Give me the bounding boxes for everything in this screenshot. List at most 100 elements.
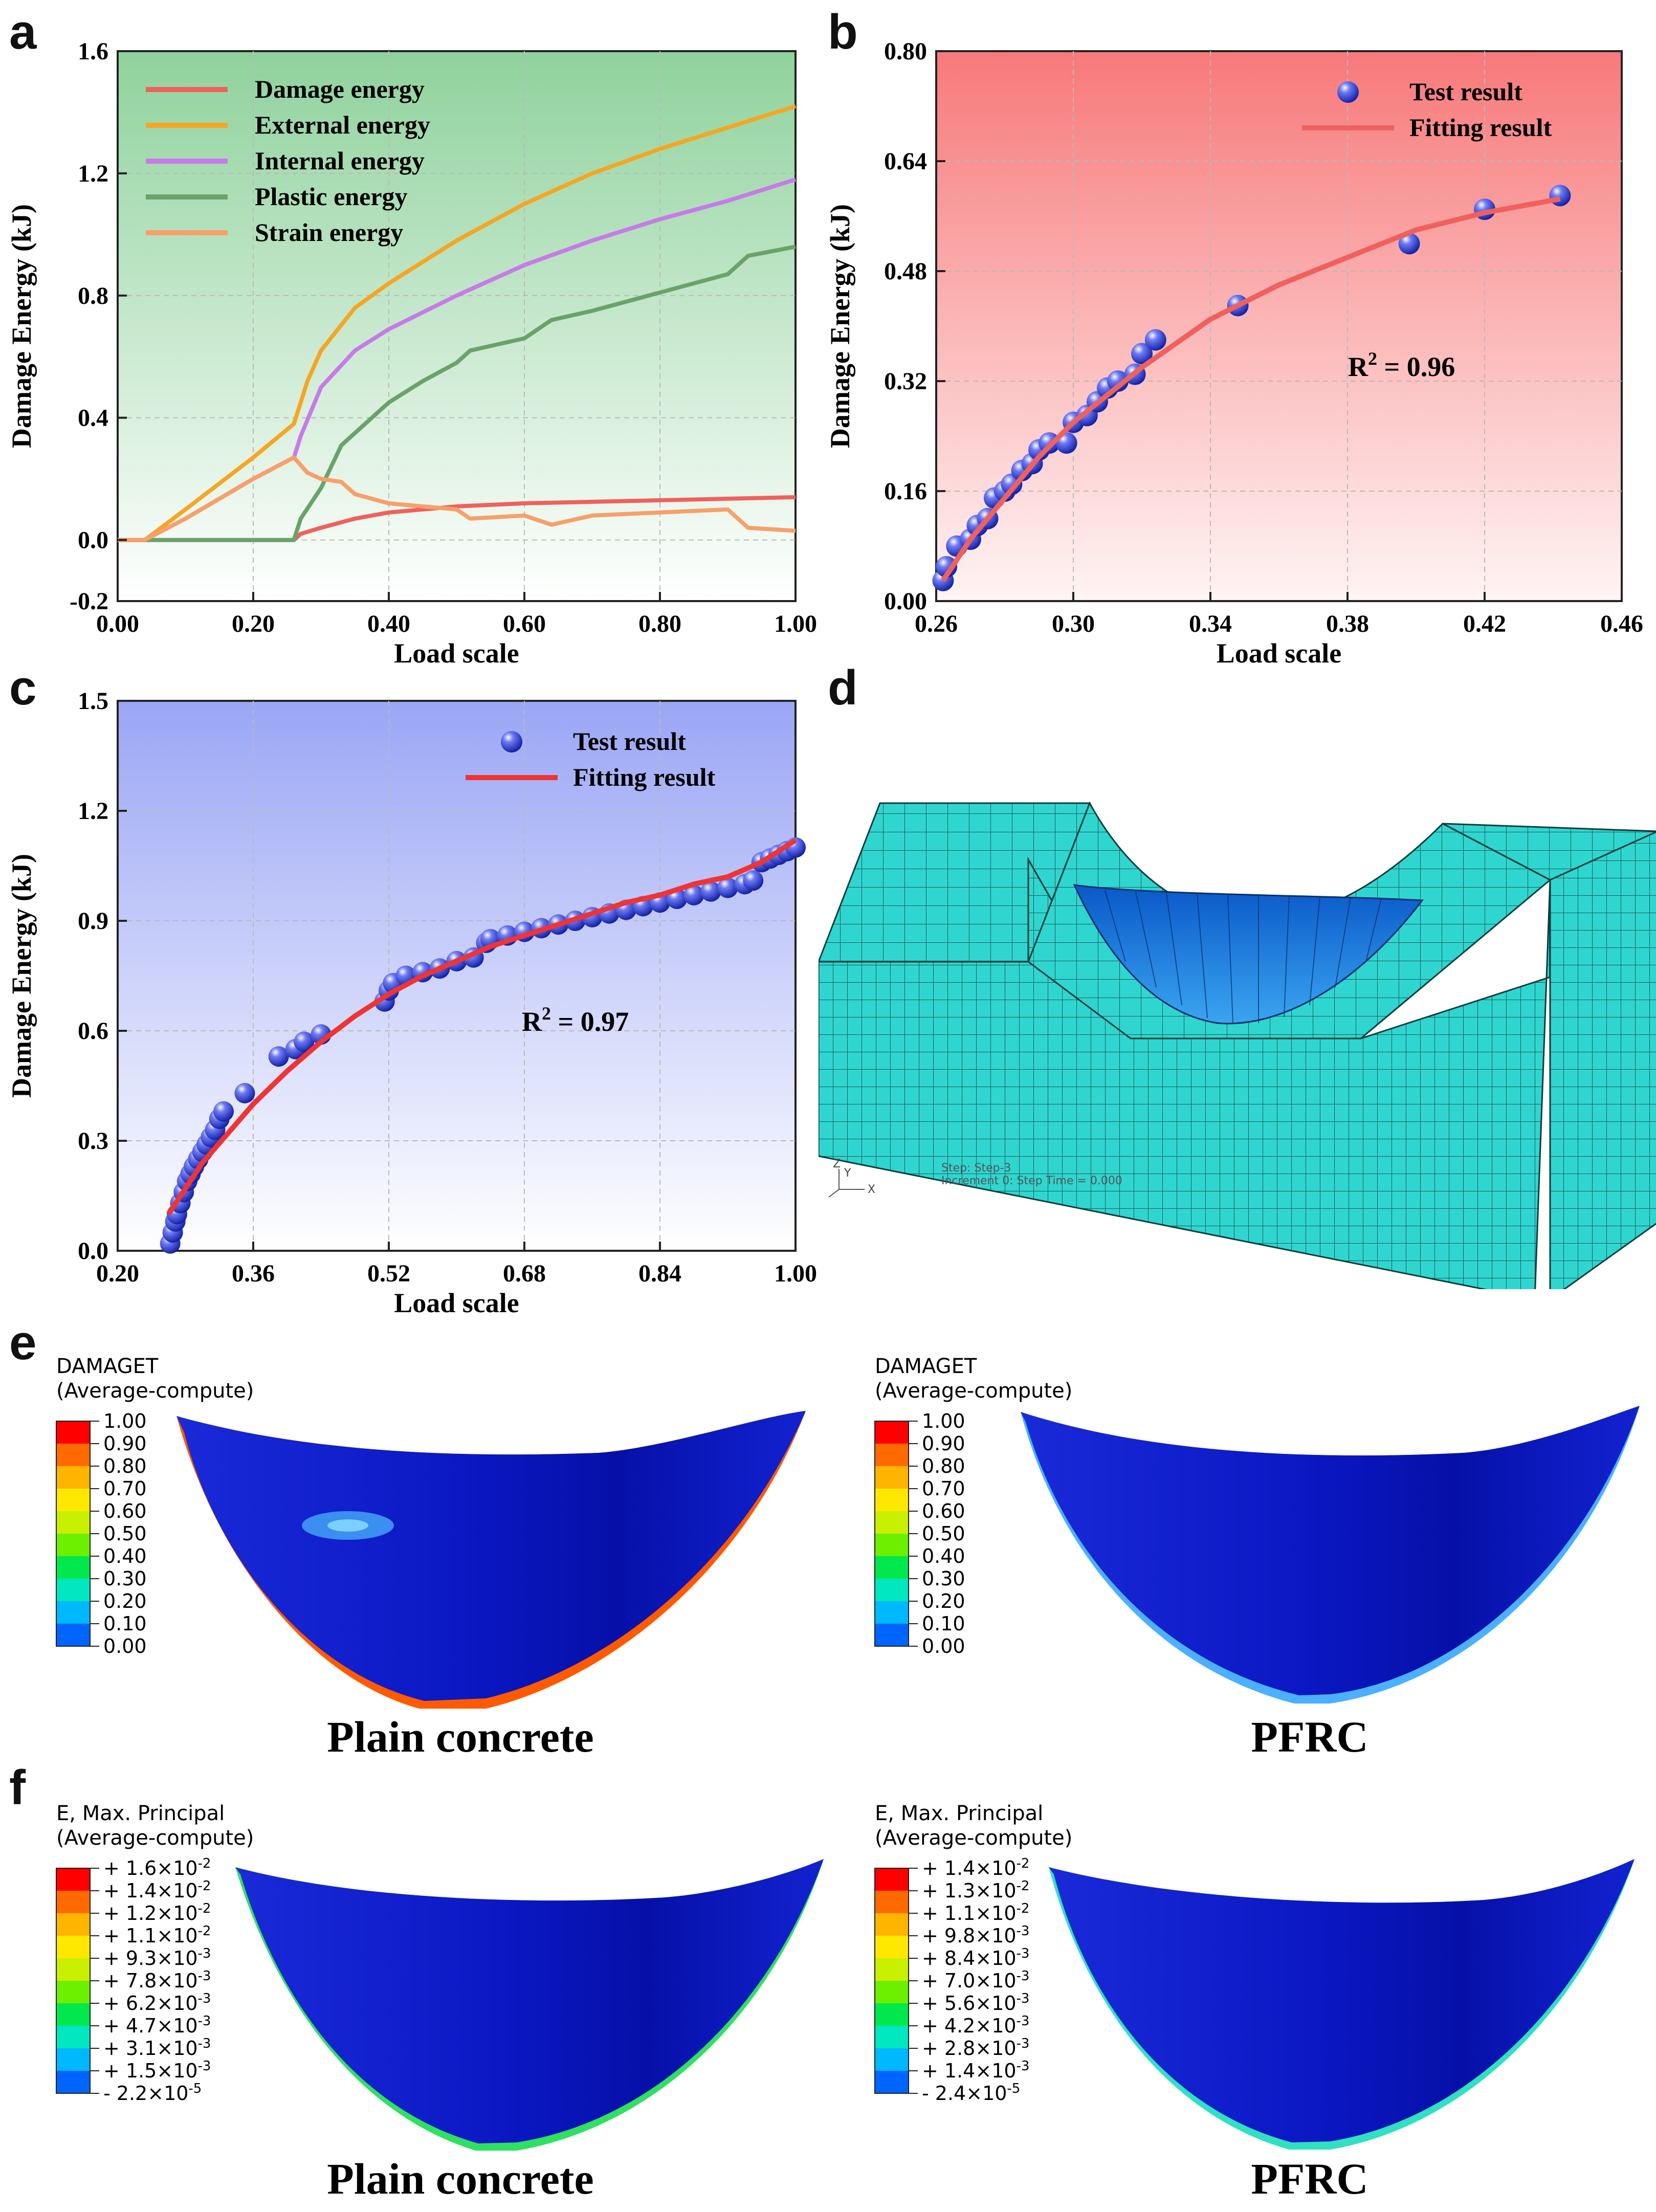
y-axis-label: Damage Energy (kJ) (825, 204, 855, 448)
colorbar-value: 0.90 (922, 1432, 965, 1455)
x-tick-label: 0.36 (232, 1260, 275, 1287)
colorbar-swatch (56, 2048, 90, 2071)
x-tick-label: 0.42 (1463, 610, 1506, 637)
colorbar-value: + 2.8×10-3 (922, 2036, 1029, 2060)
e-left-title-1: DAMAGET (56, 1355, 159, 1378)
colorbar-swatch (875, 1534, 909, 1556)
colorbar-value: 0.20 (103, 1590, 147, 1612)
colorbar-swatch (56, 1624, 90, 1646)
y-tick-label: -0.2 (70, 588, 108, 615)
colorbar-swatch (875, 2003, 909, 2026)
x-tick-label: 0.20 (232, 610, 275, 637)
colorbar-value: + 5.6×10-3 (922, 1991, 1029, 2015)
data-point (234, 1082, 255, 1103)
data-point (294, 1031, 315, 1052)
x-tick-label: 0.00 (96, 610, 139, 637)
y-tick-label: 0.0 (78, 1237, 108, 1265)
colorbar-value: + 1.6×10-2 (103, 1856, 211, 1879)
legend-label: Internal energy (255, 146, 425, 175)
x-tick-label: 0.46 (1600, 610, 1643, 637)
f-right-title-2: (Average-compute) (875, 1826, 1072, 1850)
panel-label-e: e (9, 1315, 37, 1370)
colorbar-swatch (875, 1624, 909, 1646)
y-tick-label: 0.9 (78, 908, 108, 935)
x-tick-label: 0.26 (915, 610, 958, 637)
colorbar-swatch (56, 1556, 90, 1579)
series-line-plastic-energy (118, 245, 796, 542)
f-left-caption: Plain concrete (327, 2154, 593, 2203)
y-tick-label: 0.16 (884, 478, 927, 505)
triad-x-label: X (868, 1183, 875, 1196)
chart-a: 0.00 0.20 0.40 0.60 0.80 1.00 -0.2 0.0 0.4 0.8 1.2… (6, 38, 817, 665)
legend-label: External energy (255, 110, 430, 139)
colorbar-value: 0.30 (103, 1567, 147, 1590)
data-point (268, 1046, 289, 1067)
series-line-external-energy (118, 104, 797, 542)
x-tick-label: 0.68 (503, 1260, 546, 1287)
colorbar-value: + 1.5×10-3 (103, 2059, 211, 2082)
legend-swatch (1337, 81, 1359, 103)
block-front-face (819, 856, 1551, 1289)
series-line-damage-energy (118, 495, 796, 542)
legend-label: Strain energy (255, 218, 403, 247)
damage-contour-left (176, 1411, 806, 1701)
colorbar-value: + 1.4×10-2 (103, 1878, 211, 1902)
legend-label: Test result (1409, 77, 1522, 106)
colorbar-swatch (875, 1511, 909, 1534)
legend-label: Test result (573, 727, 686, 756)
f-right-title-1: E, Max. Principal (875, 1802, 1043, 1825)
y-tick-label: 0.00 (884, 588, 927, 615)
colorbar-swatch (56, 1444, 90, 1466)
colorbar-value: 0.40 (922, 1545, 965, 1567)
y-tick-label: 1.2 (78, 798, 108, 825)
colorbar-value: + 1.3×10-2 (922, 1878, 1029, 1902)
colorbar-value: 0.00 (922, 1635, 965, 1657)
colorbar-value: + 3.1×10-3 (103, 2036, 211, 2060)
colorbar-swatch (56, 2003, 90, 2026)
block-right-face (1549, 831, 1656, 1289)
colorbar-value: + 8.4×10-3 (922, 1946, 1029, 1970)
colorbar-value: 0.80 (922, 1455, 965, 1477)
legend-label: Plastic energy (255, 182, 408, 211)
f-right-caption: PFRC (1251, 2154, 1368, 2203)
data-point (1107, 370, 1129, 392)
colorbar-value: 0.40 (103, 1545, 147, 1567)
colorbar-swatch (875, 1891, 909, 1913)
colorbar-value: + 4.7×10-3 (103, 2014, 211, 2037)
e-right-caption: PFRC (1251, 1712, 1368, 1761)
colorbar-swatch (875, 1981, 909, 2003)
y-tick-label: 1.5 (78, 688, 108, 715)
colorbar-swatch (875, 1556, 909, 1579)
damage-contour-right (1021, 1406, 1640, 1695)
colorbar-swatch (56, 1421, 90, 1444)
colorbar-swatch (56, 1511, 90, 1534)
y-tick-label: 1.6 (78, 38, 108, 65)
colorbar-value: + 1.2×10-2 (103, 1901, 211, 1925)
colorbar-swatch (875, 1936, 909, 1958)
colorbar-swatch (875, 1868, 909, 1891)
panel-label-a: a (9, 5, 37, 59)
colorbar-value: 0.60 (922, 1500, 965, 1522)
x-axis-label: Load scale (394, 1288, 519, 1318)
colorbar-swatch (56, 1489, 90, 1511)
y-tick-label: 0.4 (78, 405, 108, 432)
y-tick-label: 0.64 (884, 148, 927, 175)
data-point (743, 870, 764, 891)
data-point (717, 877, 738, 898)
contour-panel-e: DAMAGET (Average-compute) 1.00 0.900.80 0.… (56, 1355, 1640, 1761)
y-tick-label: 0.3 (78, 1127, 108, 1155)
colorbar-swatch (875, 2026, 909, 2048)
colorbar-value: + 1.4×10-3 (922, 2059, 1029, 2082)
colorbar-value: 0.60 (103, 1500, 147, 1522)
colorbar-swatch (56, 1601, 90, 1624)
panel-label-d: d (828, 660, 858, 715)
fe-model: Z Y X Step: Step-3 Increment 0: Step Tim… (819, 801, 1656, 1289)
colorbar-value: 1.00 (103, 1410, 147, 1432)
x-axis-label: Load scale (394, 638, 519, 665)
colorbar-value: 0.50 (922, 1522, 965, 1545)
colorbar-swatch (56, 1534, 90, 1556)
e-right-title-2: (Average-compute) (875, 1379, 1072, 1403)
x-tick-label: 0.80 (638, 610, 681, 637)
colorbar-swatch (875, 1601, 909, 1624)
colorbar-value: 0.10 (922, 1612, 965, 1635)
